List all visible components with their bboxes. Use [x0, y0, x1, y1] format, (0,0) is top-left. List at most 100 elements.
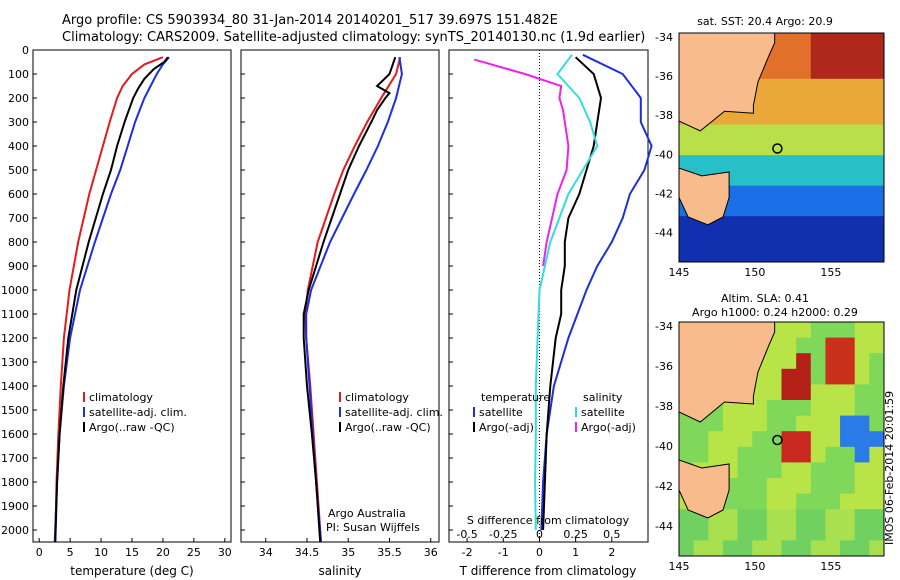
difference-panel: -2 -1 0 1 2 -0.5 -0.25 0 0.25 0.5 S difference f… [448, 49, 653, 578]
field-cell [869, 353, 884, 370]
field-cell [766, 109, 782, 126]
field-cell [825, 94, 841, 110]
field-cell [752, 524, 768, 541]
field-cell [869, 322, 884, 339]
field-cell [708, 540, 724, 556]
field-cell [825, 462, 841, 479]
field-cell [781, 446, 797, 463]
field-cell [796, 231, 812, 248]
field-cell [869, 63, 884, 80]
field-cell [796, 63, 812, 80]
field-cell [854, 446, 870, 463]
x-tick-label: 30 [218, 546, 232, 559]
field-cell [840, 155, 856, 171]
field-cell [854, 353, 870, 370]
field-cell [840, 431, 856, 448]
depth-tick-label: 1300 [1, 356, 29, 369]
legend-label: satellite-adj. clim. [345, 406, 443, 419]
field-cell [693, 155, 709, 171]
field-cell [796, 322, 812, 339]
depth-tick-label: 200 [8, 92, 29, 105]
field-cell [766, 216, 782, 232]
field-cell [869, 462, 884, 479]
x-tick-label: 2 [608, 546, 615, 559]
field-cell [840, 478, 856, 495]
series-line-s-satellite [534, 54, 599, 531]
field-cell [854, 139, 870, 156]
field-cell [825, 400, 841, 417]
field-cell [737, 200, 753, 217]
lon-tick-label: 150 [744, 560, 765, 573]
depth-axis: 0 100 200 300 400 500 600 700 800 900 1000 1100 1200… [1, 44, 37, 537]
field-cell [722, 231, 739, 248]
field-cell [752, 200, 768, 217]
field-cell [796, 337, 812, 354]
field-cell [854, 246, 870, 262]
salinity-axes-frame [240, 49, 440, 543]
field-cell [766, 155, 782, 171]
field-cell [766, 124, 782, 141]
field-cell [796, 462, 812, 479]
field-cell [752, 109, 768, 126]
field-cell [766, 446, 782, 463]
field-cell [840, 139, 856, 156]
field-cell [840, 48, 856, 65]
field-cell [810, 124, 826, 141]
field-cell [708, 155, 724, 171]
field-cell [752, 446, 768, 463]
field-cell [854, 540, 870, 556]
field-cell [854, 462, 870, 479]
sla-map: Altim. SLA: 0.41 Argo h1000: 0.24 h2000:… [655, 292, 885, 573]
field-cell [679, 216, 695, 232]
field-cell [854, 109, 870, 126]
legend-label: satellite [581, 406, 625, 419]
field-cell [825, 155, 841, 171]
sst-map-title: sat. SST: 20.4 Argo: 20.9 [697, 15, 833, 28]
field-cell [708, 246, 724, 262]
legend-label: satellite-adj. clim. [89, 406, 187, 419]
field-cell [810, 431, 826, 448]
field-cell [869, 246, 884, 262]
field-cell [825, 384, 841, 401]
salinity-panel: 34 34.5 35 35.5 36 salinity climatology satel… [240, 49, 443, 578]
field-cell [766, 63, 782, 80]
lon-tick-label: 155 [820, 266, 841, 279]
field-cell [840, 170, 856, 187]
field-cell [679, 155, 695, 171]
field-cell [825, 48, 841, 65]
field-cell [840, 63, 856, 80]
field-cell [825, 63, 841, 80]
field-cell [737, 170, 753, 187]
tasmania-shape [679, 459, 730, 519]
field-cell [781, 33, 797, 49]
temperature-axis: 0 5 10 15 20 25 30 [36, 538, 232, 559]
field-cell [869, 200, 884, 217]
field-cell [854, 493, 870, 510]
field-cell [825, 33, 841, 49]
salinity-legend: climatology satellite-adj. clim. Argo(..ra… [339, 391, 443, 434]
depth-tick-label: 2000 [1, 524, 29, 537]
legend-label: Argo(-adj) [581, 421, 636, 434]
legend-title: temperature [481, 391, 550, 404]
mainland-shape [679, 33, 776, 132]
field-cell [825, 124, 841, 141]
field-cell [766, 493, 782, 510]
field-cell [766, 462, 782, 479]
depth-tick-label: 1100 [1, 308, 29, 321]
field-cell [854, 415, 870, 432]
field-cell [752, 216, 768, 232]
field-cell [869, 337, 884, 354]
field-cell [737, 524, 753, 541]
field-cell [781, 185, 797, 202]
field-cell [810, 139, 826, 156]
field-cell [825, 478, 841, 495]
field-cell [796, 33, 812, 49]
temperature-legend: climatology satellite-adj. clim. Argo(..ra… [83, 391, 187, 434]
field-cell [679, 124, 695, 141]
field-cell [737, 431, 753, 448]
field-cell [679, 446, 695, 463]
depth-tick-label: 300 [8, 116, 29, 129]
lat-tick-label: -34 [655, 320, 673, 333]
tasmania-shape [679, 167, 730, 226]
field-cell [810, 415, 826, 432]
